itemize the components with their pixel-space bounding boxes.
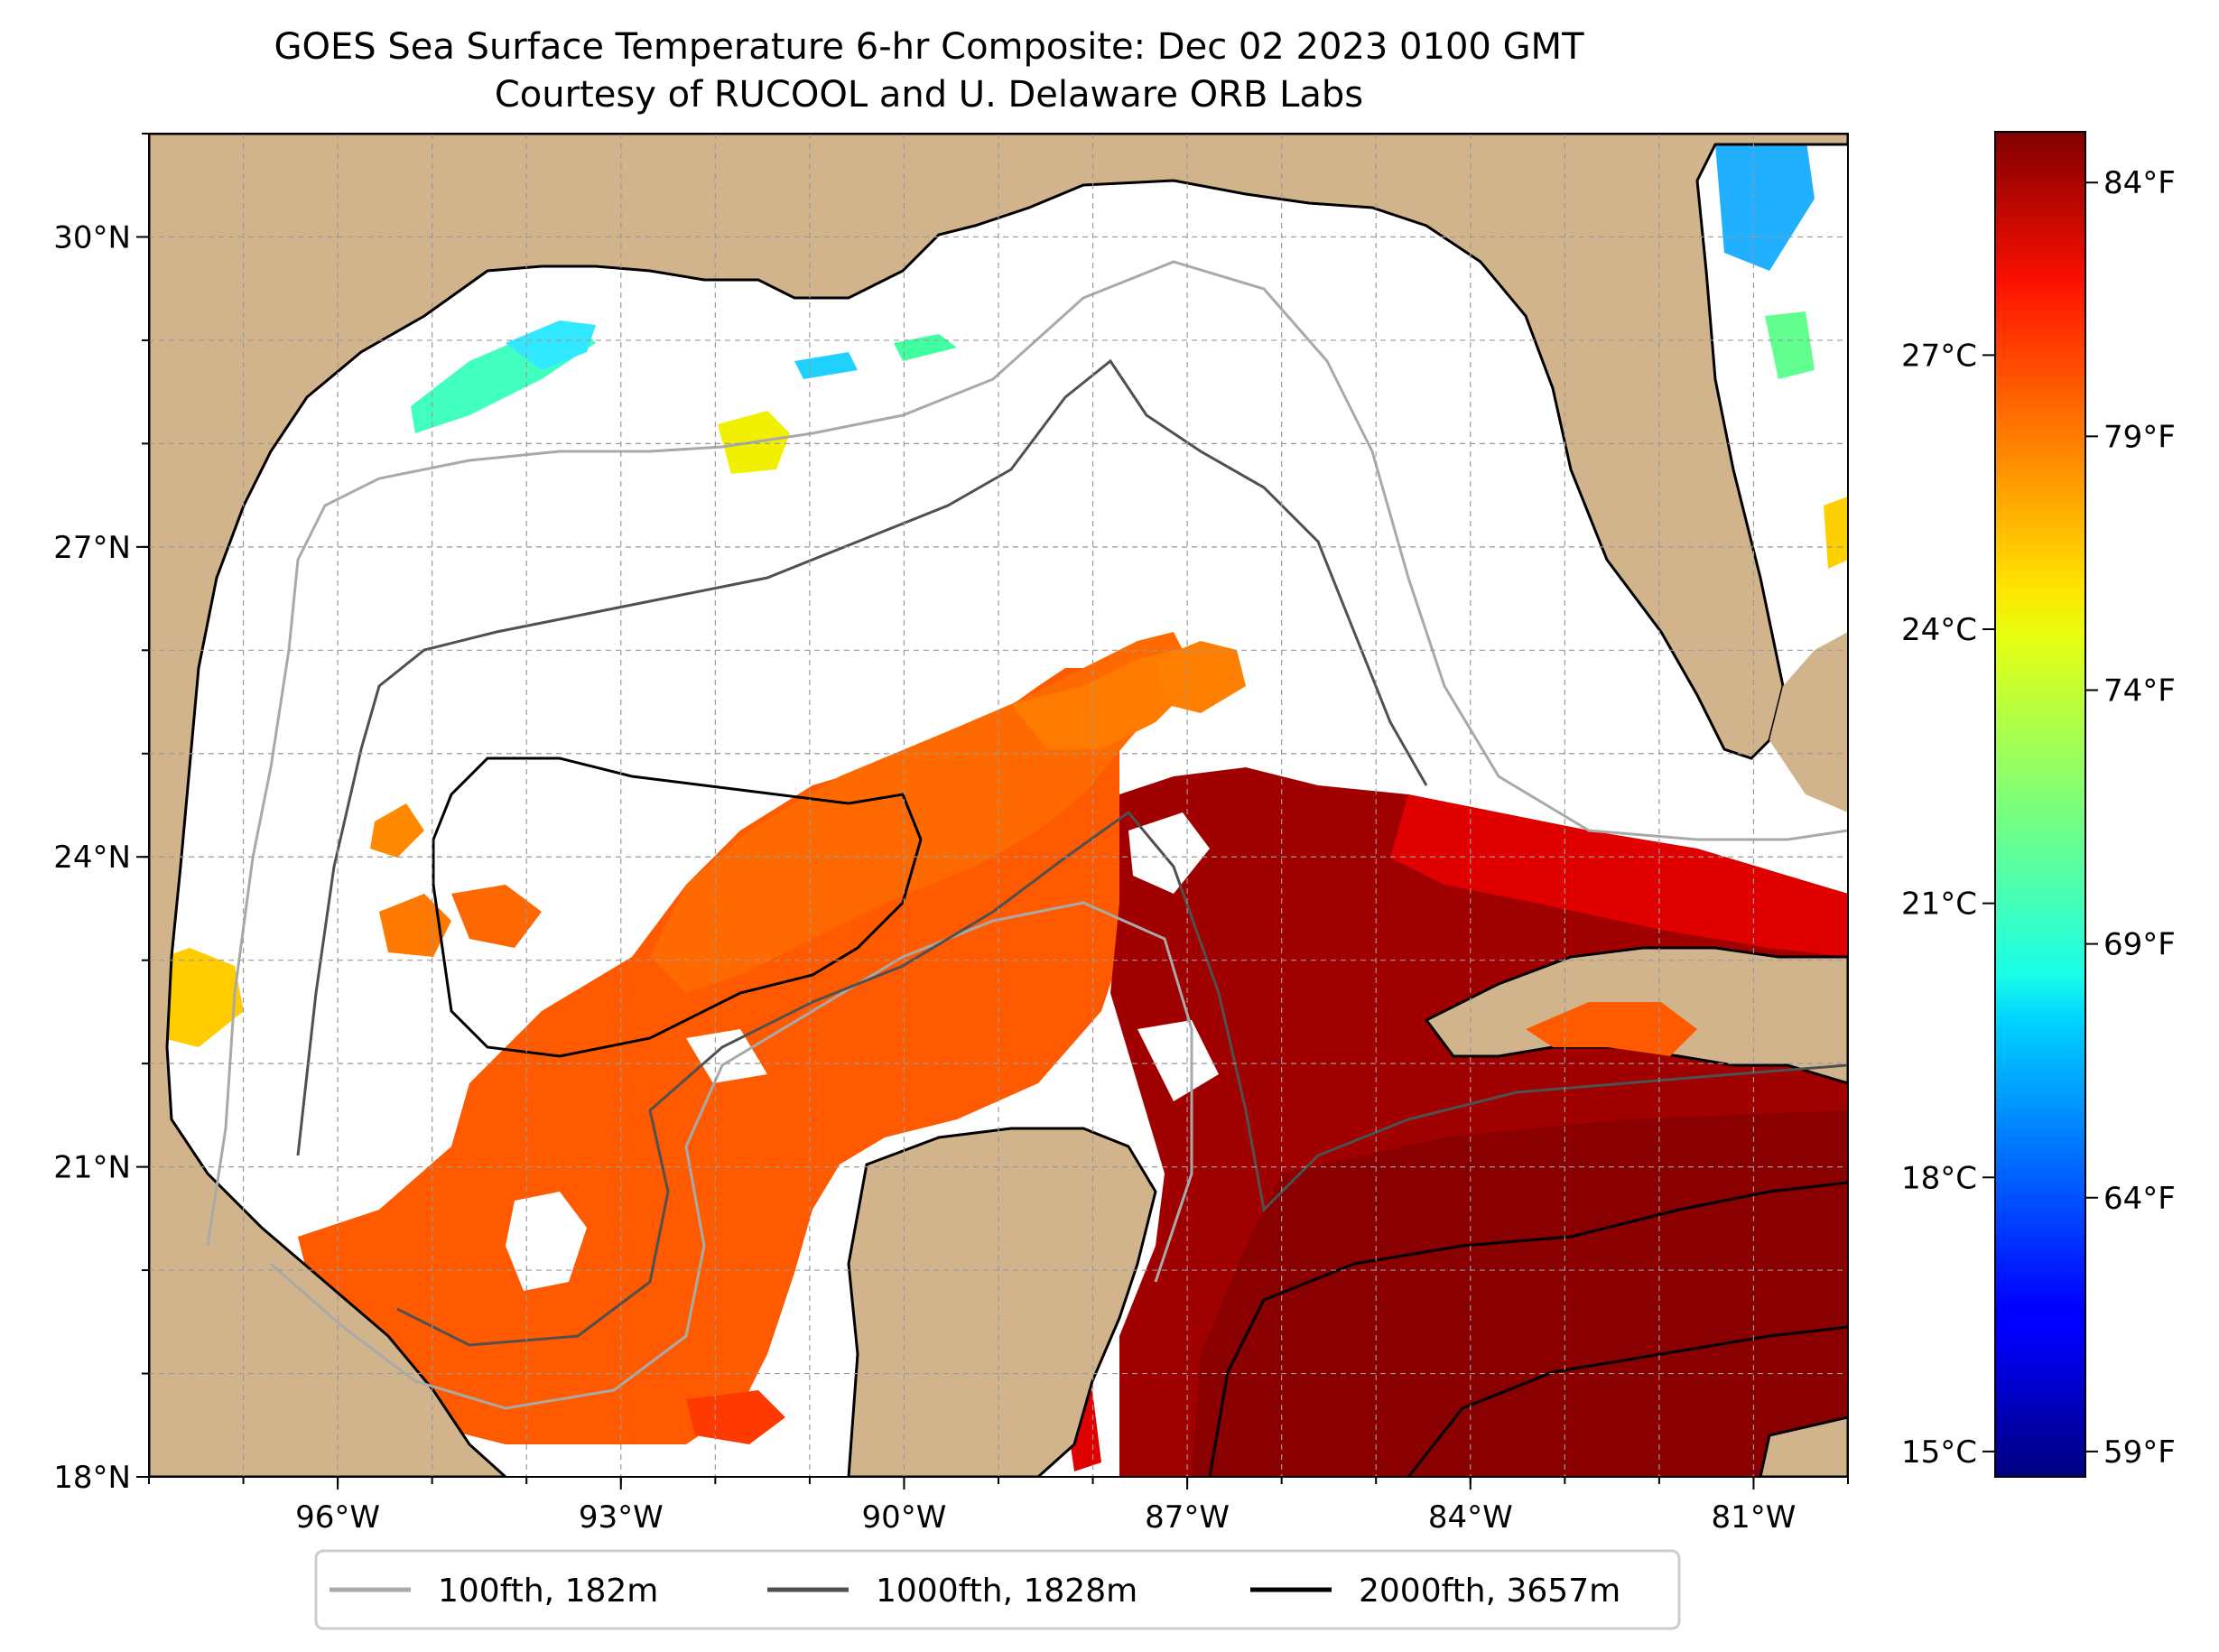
lon-tick-label: 96°W — [295, 1499, 380, 1536]
data-gaps — [506, 812, 1219, 1291]
sst-cool-patch-3 — [794, 352, 858, 379]
lat-tick-label: 27°N — [53, 530, 131, 566]
legend-label-2000fth: 2000fth, 3657m — [1359, 1573, 1620, 1610]
colorbar-fahrenheit-axis: 59°F 64°F 69°F 74°F 79°F 84°F — [2085, 165, 2176, 1471]
contour-2000fth — [432, 756, 923, 1058]
sst-florida-east-yellow — [1824, 497, 1848, 569]
map-subtitle: Courtesy of RUCOOL and U. Delaware ORB L… — [495, 74, 1363, 116]
bathymetry-contours — [206, 260, 1848, 1477]
contour-100fth-south — [270, 901, 1193, 1410]
sst-yellow-coast-west — [162, 948, 244, 1047]
latitude-axis: 30°N 27°N 24°N 21°N 18°N — [53, 133, 149, 1496]
sst-orange-patch-top — [1156, 641, 1246, 713]
fahrenheit-tick-label: 79°F — [2103, 419, 2176, 455]
colorbar-celsius-axis: 15°C 18°C 21°C 24°C 27°C — [1901, 338, 1995, 1471]
lat-tick-label: 21°N — [53, 1150, 131, 1186]
fahrenheit-tick-label: 59°F — [2103, 1434, 2176, 1471]
fahrenheit-tick-label: 74°F — [2103, 673, 2176, 709]
fahrenheit-tick-label: 84°F — [2103, 165, 2176, 201]
contour-2000fth-caribbean — [1208, 1181, 1848, 1477]
contour-100fth — [206, 260, 1848, 1247]
map-gridlines — [149, 134, 1848, 1477]
land-southeast-corner — [1759, 1415, 1848, 1477]
legend-box — [314, 1549, 1681, 1630]
sst-red-band-north — [1390, 794, 1848, 957]
lon-tick-label: 84°W — [1428, 1499, 1513, 1536]
lon-tick-label: 93°W — [579, 1499, 664, 1536]
contour-1000fth — [296, 358, 1428, 1156]
sst-cool-patch-2 — [506, 320, 596, 370]
land-florida-east — [1769, 632, 1848, 812]
longitude-axis: 96°W 93°W 90°W 87°W 84°W 81°W — [148, 1477, 1849, 1536]
sst-orange-patch-mid — [1011, 650, 1192, 749]
celsius-tick-label: 24°C — [1901, 612, 1977, 648]
lat-tick-label: 18°N — [53, 1460, 131, 1496]
lat-tick-label: 30°N — [53, 219, 131, 255]
fahrenheit-tick-label: 69°F — [2103, 927, 2176, 963]
celsius-tick-label: 18°C — [1901, 1160, 1977, 1196]
colorbar-gradient — [1994, 131, 2086, 1478]
contour-1000fth-south — [396, 810, 1848, 1347]
lon-tick-label: 81°W — [1711, 1499, 1796, 1536]
legend-label-1000fth: 1000fth, 1828m — [876, 1573, 1137, 1610]
sst-caribbean-deep — [1192, 1110, 1848, 1477]
sst-florida-east-green — [1765, 311, 1815, 379]
land-cuba-inlet — [1526, 1002, 1697, 1056]
contour-2000fth-caribbean-2 — [1407, 1325, 1848, 1477]
sst-cool-patch-4 — [894, 334, 957, 361]
sst-west-patch-3 — [451, 885, 542, 948]
celsius-tick-label: 27°C — [1901, 338, 1977, 374]
colorbar: 15°C 18°C 21°C 24°C 27°C 59°F 64°F 69°F 74°F 79°… — [1901, 131, 2176, 1478]
land-layer — [149, 134, 1848, 1477]
sst-red-patch-south — [686, 1390, 785, 1444]
lat-tick-label: 24°N — [53, 840, 131, 876]
map-title: GOES Sea Surface Temperature 6-hr Compos… — [274, 26, 1584, 68]
lon-tick-label: 90°W — [861, 1499, 946, 1536]
map-plot-area — [149, 134, 1848, 1477]
celsius-tick-label: 15°C — [1901, 1434, 1977, 1471]
celsius-tick-label: 21°C — [1901, 886, 1977, 923]
legend-label-100fth: 100fth, 182m — [438, 1573, 658, 1610]
sst-west-patch-1 — [370, 803, 424, 858]
lon-tick-label: 87°W — [1145, 1499, 1230, 1536]
land-yucatan-peninsula — [847, 1127, 1157, 1477]
bathymetry-legend: 100fth, 182m 1000fth, 1828m 2000fth, 365… — [314, 1549, 1681, 1630]
sst-west-patch-2 — [379, 894, 451, 957]
fahrenheit-tick-label: 64°F — [2103, 1181, 2176, 1217]
